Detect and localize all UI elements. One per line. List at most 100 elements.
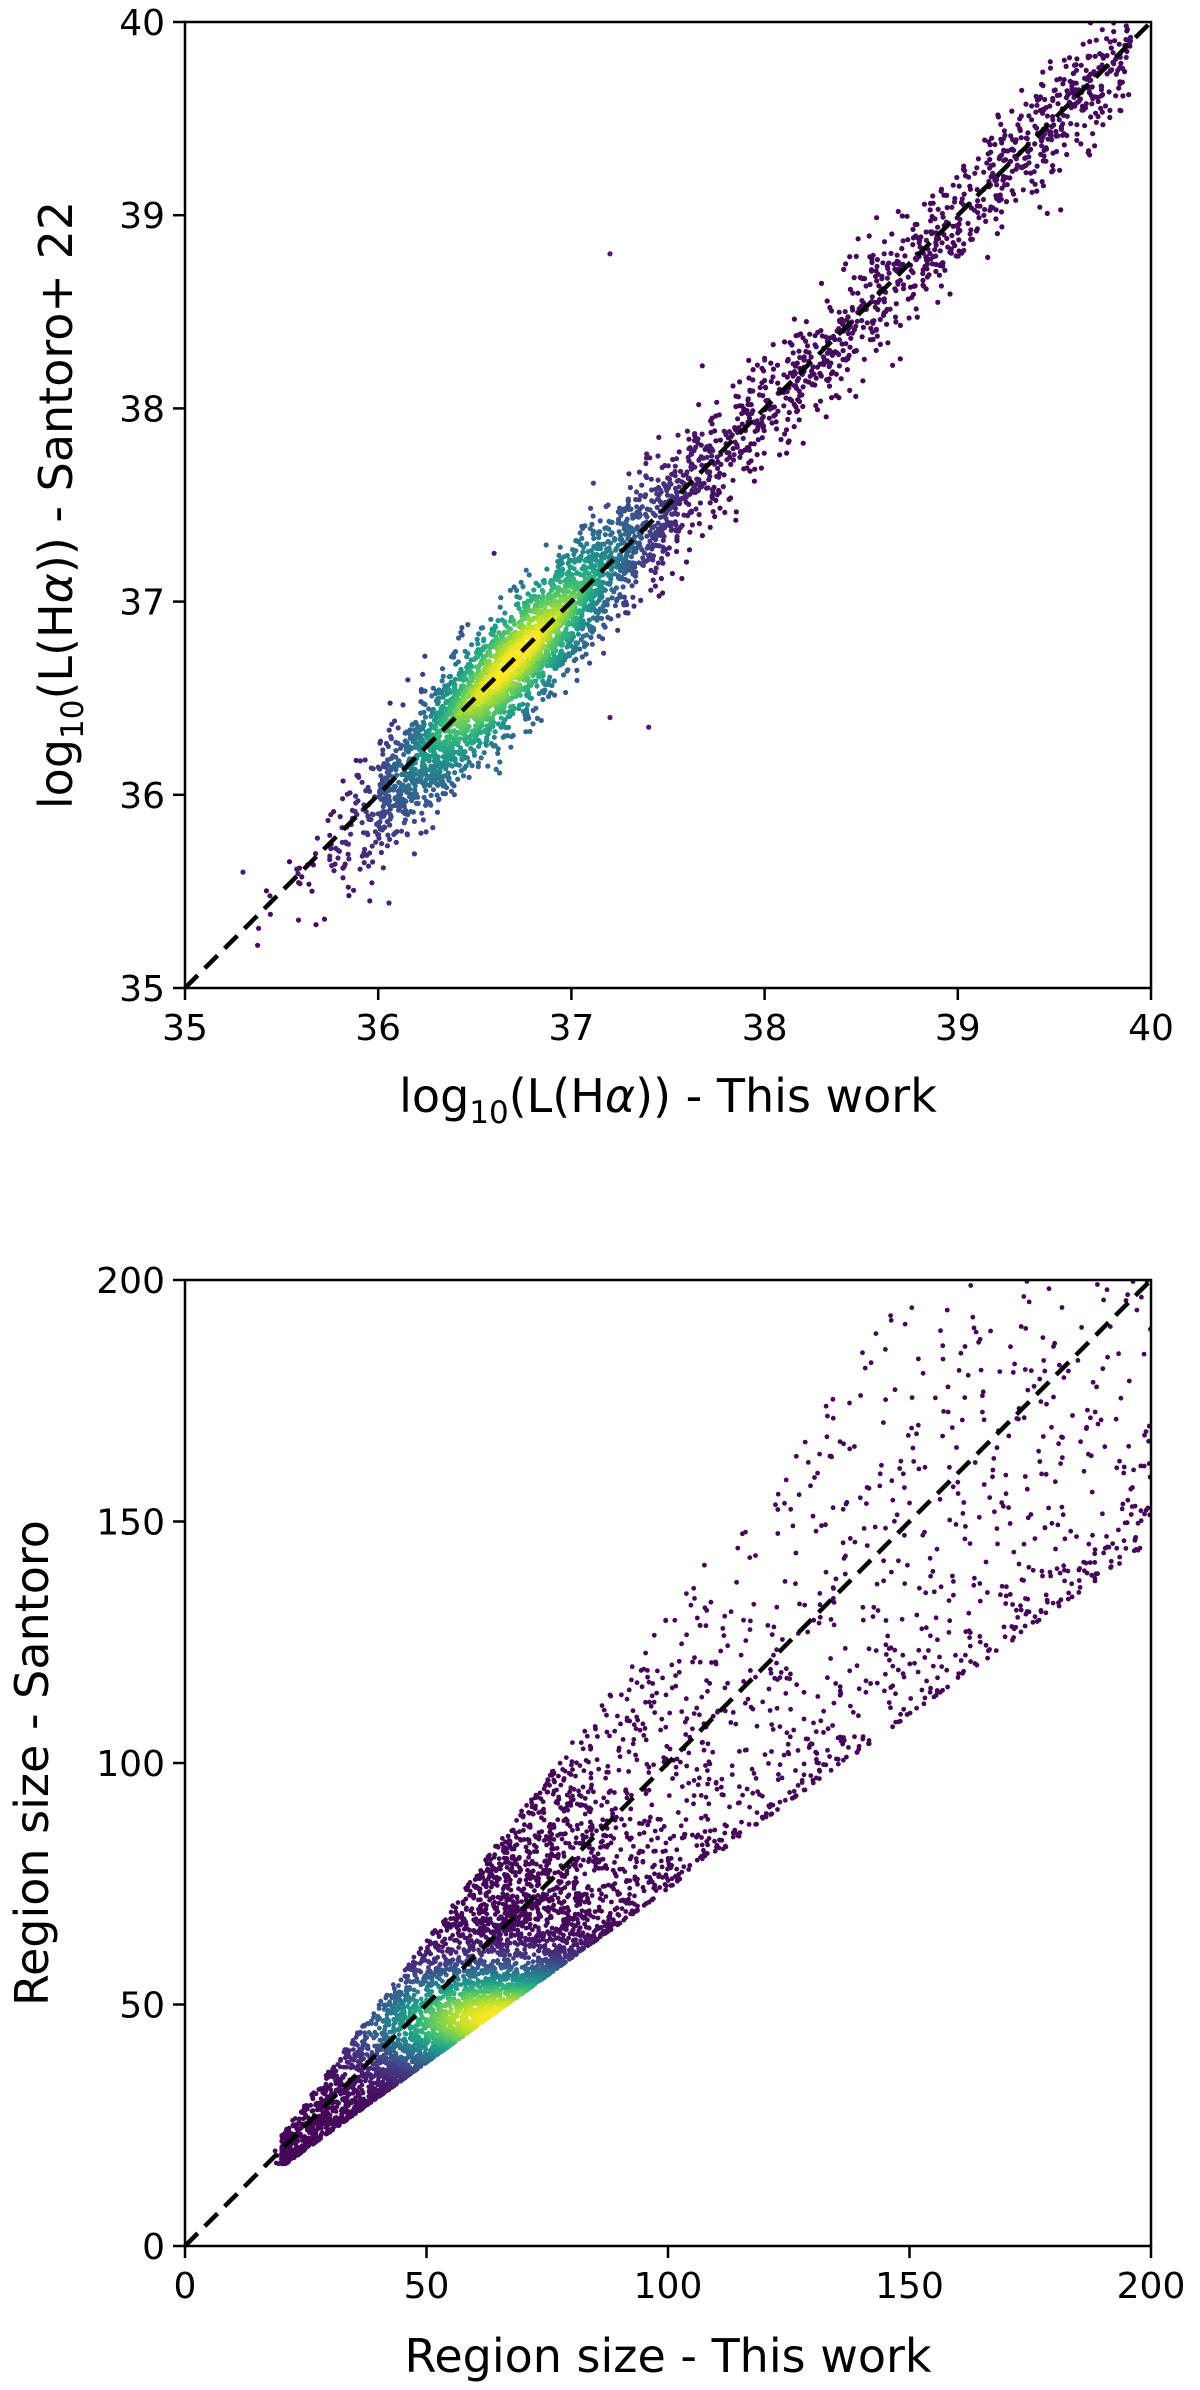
luminosity-point (755, 437, 761, 443)
luminosity-point (696, 402, 702, 408)
region-size-point (780, 1637, 785, 1642)
luminosity-point (714, 399, 720, 405)
luminosity-point (420, 771, 426, 777)
luminosity-point (885, 340, 891, 346)
luminosity-point (488, 616, 494, 622)
luminosity-point (870, 336, 876, 342)
luminosity-point (390, 785, 396, 791)
luminosity-point (659, 555, 665, 562)
region-size-point (767, 1708, 773, 1713)
region-size-point (679, 1641, 684, 1647)
luminosity-point (440, 763, 446, 770)
luminosity-point (479, 681, 485, 687)
luminosity-point (633, 579, 639, 585)
luminosity-point (595, 559, 601, 565)
luminosity-point (294, 866, 300, 872)
luminosity-point (614, 556, 620, 562)
luminosity-point (947, 291, 953, 297)
luminosity-point (631, 603, 637, 609)
luminosity-point (870, 252, 876, 258)
luminosity-point (913, 306, 919, 312)
region-size-point (949, 1425, 955, 1430)
luminosity-point (609, 587, 615, 593)
luminosity-point (737, 449, 743, 455)
luminosity-point (617, 536, 623, 542)
luminosity-point (699, 533, 706, 539)
region-size-point (874, 1680, 880, 1686)
luminosity-point (1110, 50, 1116, 56)
luminosity-x-tick-label: 37 (548, 1008, 594, 1049)
region-size-point (935, 1675, 940, 1681)
luminosity-point (807, 373, 813, 379)
luminosity-point (800, 384, 806, 390)
luminosity-point (1053, 128, 1059, 135)
region-size-point (959, 1417, 965, 1423)
region-size-point (667, 1710, 673, 1716)
luminosity-point (393, 839, 399, 846)
luminosity-point (357, 758, 363, 764)
luminosity-point (498, 715, 504, 721)
luminosity-point (799, 392, 805, 398)
luminosity-point (636, 514, 642, 520)
luminosity-point (497, 770, 503, 776)
luminosity-point (469, 663, 475, 670)
luminosity-point (434, 792, 440, 798)
luminosity-point (688, 464, 694, 470)
luminosity-point (895, 208, 901, 215)
luminosity-point (885, 266, 891, 272)
region-size-point (793, 1768, 798, 1773)
luminosity-point (651, 523, 658, 529)
luminosity-point (507, 704, 514, 710)
luminosity-point (256, 925, 262, 931)
luminosity-point (643, 558, 649, 564)
luminosity-point (956, 183, 962, 189)
luminosity-point (402, 777, 409, 783)
luminosity-point (695, 440, 701, 446)
luminosity-point (902, 253, 908, 259)
luminosity-point (445, 770, 451, 776)
region-size-point (707, 1681, 713, 1686)
luminosity-point (359, 779, 365, 785)
luminosity-point (1110, 59, 1116, 65)
luminosity-point (773, 426, 780, 432)
luminosity-point (479, 722, 485, 729)
luminosity-point (388, 764, 394, 771)
luminosity-point (841, 266, 847, 272)
luminosity-point (367, 788, 373, 795)
region-size-point (972, 1575, 977, 1581)
luminosity-point (524, 691, 530, 698)
luminosity-point (737, 454, 743, 460)
luminosity-point (803, 319, 810, 325)
luminosity-point (652, 583, 659, 589)
luminosity-point (603, 525, 610, 531)
luminosity-point (754, 362, 761, 368)
luminosity-point (954, 174, 960, 181)
luminosity-plot-frame (183, 20, 1153, 990)
luminosity-point (674, 533, 680, 540)
luminosity-point (418, 830, 424, 836)
luminosity-point (650, 510, 656, 516)
region-size-point (883, 1642, 889, 1648)
luminosity-point (421, 794, 427, 801)
luminosity-point (687, 509, 693, 516)
region-size-point (640, 1721, 646, 1727)
luminosity-point (403, 798, 409, 804)
luminosity-point (648, 587, 654, 593)
luminosity-point (899, 245, 905, 252)
luminosity-point (295, 871, 301, 877)
region-size-point (827, 1754, 832, 1759)
luminosity-point (424, 767, 430, 773)
region-size-point (604, 1712, 609, 1718)
luminosity-point (809, 381, 816, 387)
luminosity-point (734, 444, 740, 450)
luminosity-point (573, 640, 579, 646)
region-size-point (578, 1863, 583, 1868)
luminosity-point (621, 570, 627, 577)
region-size-point (1026, 1299, 1032, 1305)
luminosity-point (386, 900, 392, 906)
luminosity-point (451, 792, 457, 798)
luminosity-point (900, 238, 906, 244)
luminosity-point (1039, 143, 1045, 149)
luminosity-point (669, 570, 676, 577)
